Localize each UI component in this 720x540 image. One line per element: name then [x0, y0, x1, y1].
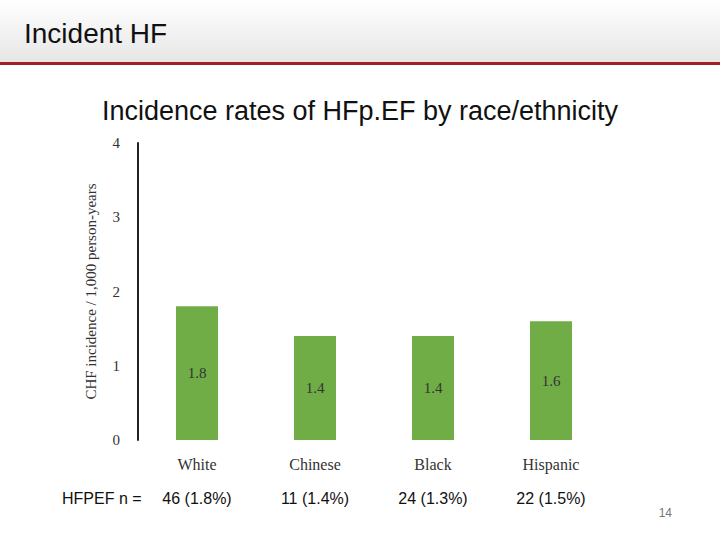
html-text:14: 14 — [658, 506, 672, 520]
svg-text:1.6: 1.6 — [542, 373, 561, 389]
svg-text:1.8: 1.8 — [188, 365, 207, 381]
html-text:11 (1.4%): 11 (1.4%) — [280, 490, 350, 507]
svg-text:1.4: 1.4 — [306, 380, 325, 396]
html-text:22 (1.5%): 22 (1.5%) — [516, 490, 586, 507]
svg-text:Chinese: Chinese — [289, 456, 341, 473]
svg-text:4: 4 — [113, 135, 121, 151]
svg-text:Black: Black — [414, 456, 451, 473]
html-text:Incident HF: Incident HF — [24, 18, 168, 49]
svg-text:Hispanic: Hispanic — [523, 456, 580, 474]
svg-text:2: 2 — [113, 284, 121, 300]
svg-text:Incidence rates of HFp.EF by r: Incidence rates of HFp.EF by race/ethnic… — [102, 96, 619, 126]
html-text:HFPEF n =: HFPEF n = — [62, 490, 142, 507]
svg-text:0: 0 — [113, 432, 121, 448]
svg-text:1.4: 1.4 — [424, 380, 443, 396]
svg-text:White: White — [177, 456, 216, 473]
svg-text:1: 1 — [113, 358, 121, 374]
svg-text:3: 3 — [113, 209, 121, 225]
svg-text:CHF incidence / 1,000 person-y: CHF incidence / 1,000 person-years — [83, 183, 99, 399]
html-text:24 (1.3%): 24 (1.3%) — [398, 490, 468, 507]
html-text:46 (1.8%): 46 (1.8%) — [162, 490, 232, 507]
